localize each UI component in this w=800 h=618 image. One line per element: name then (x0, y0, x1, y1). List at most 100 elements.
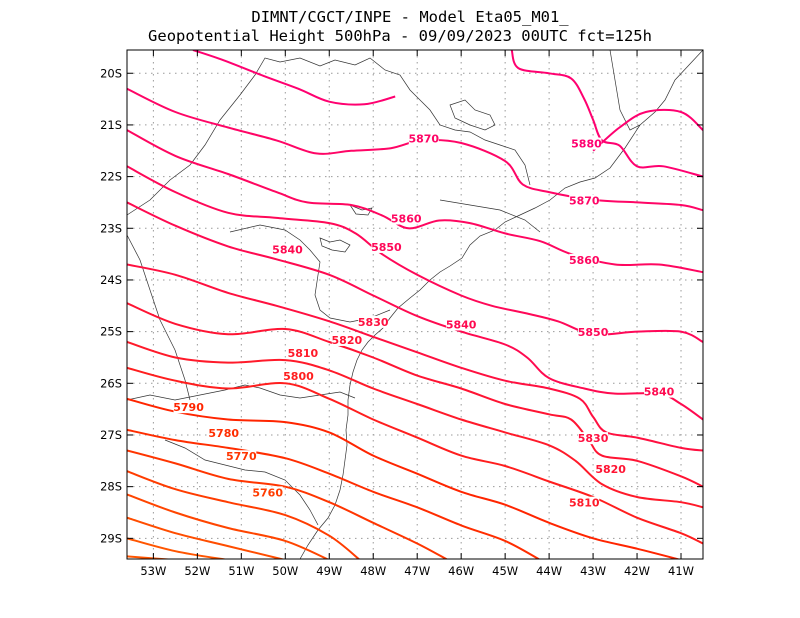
contour-5750 (127, 493, 330, 559)
contour-5800 (127, 366, 703, 545)
contour-label: 5870 (408, 132, 439, 145)
contour-lines (127, 50, 703, 559)
contour-label-bg (578, 326, 609, 339)
lat-tick-labels: 20S 21S 22S 23S 24S 25S 26S 27S 28S 29S (100, 66, 122, 545)
lat-tick-label: 21S (100, 118, 122, 132)
contour-label-bg (272, 243, 303, 256)
contour-label-bg (578, 432, 609, 445)
contour-label: 5830 (578, 432, 609, 445)
lat-tick-label: 29S (100, 531, 122, 545)
state-border-sc-rs (164, 439, 319, 526)
tick-marks (127, 50, 703, 559)
contour-label-bg (283, 370, 314, 383)
contour-label: 5870 (569, 194, 600, 207)
contour-label: 5810 (288, 347, 319, 360)
lat-tick-label: 22S (100, 170, 122, 184)
lon-tick-label: 48W (360, 564, 386, 578)
lat-tick-label: 27S (100, 428, 122, 442)
contour-label-bg (173, 401, 204, 414)
contour-label-bg (287, 346, 318, 359)
lon-tick-label: 42W (624, 564, 650, 578)
contour-label: 5820 (595, 463, 626, 476)
lon-tick-label: 51W (228, 564, 254, 578)
contour-5880 (510, 50, 703, 178)
contour-label-bg (226, 450, 257, 463)
lon-tick-label: 46W (448, 564, 474, 578)
contour-label-bg (569, 194, 600, 207)
lon-tick-label: 49W (316, 564, 342, 578)
contour-label-bg (208, 426, 239, 439)
reservoir-sp (449, 99, 496, 131)
contour-labels: 5760 5770 5780 5790 5800 5810 5810 5820 5820 5830… (173, 132, 675, 510)
contour-label-bg (371, 240, 402, 253)
contour-label: 5840 (272, 244, 303, 257)
contour-5760 (127, 470, 361, 559)
lon-tick-label: 44W (536, 564, 562, 578)
gridlines (127, 50, 703, 559)
lat-tick-label: 26S (100, 376, 122, 390)
contour-label: 5770 (226, 450, 257, 463)
contour-label: 5860 (569, 254, 600, 267)
contour-label: 5760 (252, 486, 283, 499)
lon-tick-label: 50W (272, 564, 298, 578)
contour-label-bg (408, 132, 439, 145)
lon-tick-label: 47W (404, 564, 430, 578)
contour-label: 5850 (371, 241, 402, 254)
lat-tick-label: 28S (100, 480, 122, 494)
contour-label: 5800 (283, 370, 314, 383)
contour-label-bg (252, 486, 283, 499)
contour-5790 (127, 397, 682, 559)
contour-label: 5810 (569, 497, 600, 510)
contour-label: 5860 (391, 213, 422, 226)
contour-5750 (127, 537, 229, 559)
lat-tick-label: 25S (100, 325, 122, 339)
contour-5810 (127, 341, 703, 509)
contour-label: 5850 (578, 326, 609, 339)
contour-5770 (127, 449, 449, 559)
contour-5880 (192, 50, 396, 106)
lat-tick-label: 20S (100, 66, 122, 80)
state-border-sp-pr (229, 224, 391, 323)
lon-tick-label: 41W (668, 564, 694, 578)
title-line-2: Geopotential Height 500hPa - 09/09/2023 … (148, 27, 652, 45)
lon-tick-labels: 53W 52W 51W 50W 49W 48W 47W 46W 45W 44W 43W 42W 41W (140, 564, 694, 578)
reservoir-pr (319, 237, 351, 253)
coastline-and-borders (127, 50, 703, 559)
contour-5840 (127, 201, 703, 421)
contour-label-bg (391, 212, 422, 225)
lat-tick-label: 23S (100, 221, 122, 235)
contour-5880 (592, 108, 703, 152)
lat-tick-label: 24S (100, 273, 122, 287)
contour-label: 5840 (446, 318, 477, 331)
contour-label-bg (569, 253, 600, 266)
contour-label-bg (571, 137, 602, 150)
contour-5750 (127, 516, 286, 559)
contour-label-bg (644, 385, 675, 398)
contour-label: 5830 (358, 316, 389, 329)
contour-label-bg (446, 318, 477, 331)
state-border-mg-es (609, 50, 641, 131)
contour-5780 (127, 428, 541, 559)
contour-5750 (127, 555, 176, 559)
contour-5850 (127, 165, 703, 343)
lon-tick-label: 53W (140, 564, 166, 578)
atlantic-coastline (299, 50, 703, 559)
contour-label: 5840 (644, 386, 675, 399)
contour-label: 5780 (208, 427, 239, 440)
lon-tick-label: 52W (184, 564, 210, 578)
contour-label-bg (358, 315, 389, 328)
contour-label: 5880 (571, 138, 602, 151)
contour-5830 (127, 263, 703, 452)
country-border-west (127, 234, 191, 401)
contour-label: 5820 (332, 334, 363, 347)
contour-label-bg (595, 463, 626, 476)
state-border-north (127, 57, 531, 216)
contour-label-bg (331, 333, 362, 346)
contour-label: 5790 (173, 401, 204, 414)
title-line-1: DIMNT/CGCT/INPE - Model Eta05_M01_ (251, 8, 569, 26)
plot-frame (126, 49, 704, 560)
contour-label-bg (569, 496, 600, 509)
contour-5820 (127, 302, 703, 488)
lon-tick-label: 45W (492, 564, 518, 578)
